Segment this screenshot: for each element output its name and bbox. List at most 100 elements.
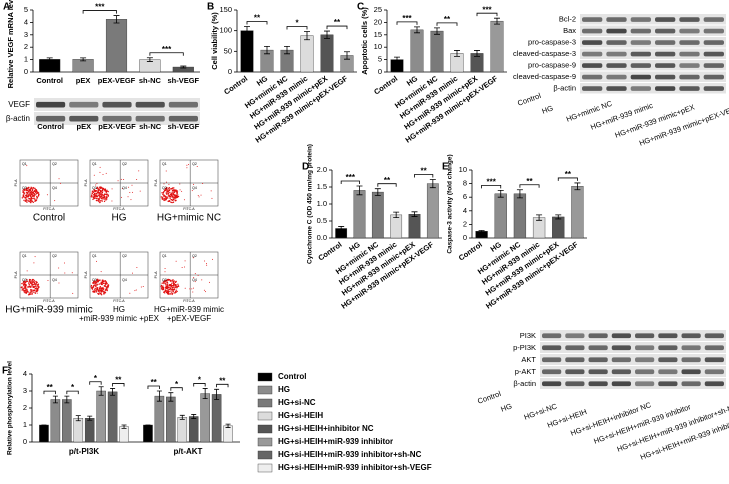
blot-strip [580,37,726,48]
flow-caption: Control [33,213,65,224]
blot-band [635,345,655,351]
flow-dot [95,285,97,288]
flow-dot [162,287,165,290]
blot-band [135,115,165,122]
error-bar [121,424,127,429]
quadrant-label: Q1 [22,254,27,258]
significance-label: * [71,383,75,392]
flow-dot [33,289,36,292]
significance-bracket [147,385,160,389]
error-bar [180,65,187,69]
flow-dot [173,194,175,197]
blot-band [679,74,700,80]
flow-dot [25,200,27,202]
flow-dot [105,172,107,174]
y-tick-label: 10 [459,165,467,174]
blot-row-label: β-actin [553,84,576,93]
flow-dot [173,292,175,294]
flow-dot [101,193,104,196]
blot-band [679,51,700,57]
significance-bracket [481,185,502,189]
blot-band [679,63,700,68]
flow-dot [129,292,131,294]
flow-dot [104,292,106,294]
flow-dot [170,284,172,286]
error-bar [356,185,363,196]
flow-dot [96,260,98,262]
blot-band [565,357,585,363]
quadrant-label: Q4 [192,278,197,282]
flow-dot [102,174,104,176]
flow-dot [93,193,96,196]
bar [408,213,421,239]
flow-dot [98,186,101,188]
flow-dot [36,290,39,292]
flow-dot [28,292,31,294]
flow-dot [174,197,176,200]
flow-dot [101,281,104,283]
blot-band [681,333,701,339]
error-bar [284,45,290,55]
flow-dot [30,194,32,196]
flow-dot [99,200,102,202]
y-tick-label: 10 [374,42,382,51]
flow-dot [25,198,28,200]
bar [320,34,334,73]
flow-dot [120,178,122,180]
flow-dot [93,189,96,192]
legend-swatch [257,398,273,408]
bar [96,390,106,443]
flow-dot [31,291,33,293]
flow-dot [165,197,168,200]
blot-band [655,63,676,68]
flow-dot [166,278,169,281]
flow-dot [33,196,35,198]
blot-band [635,381,655,387]
flow-dot [34,256,36,258]
flow-dot [166,196,168,198]
flow-dot [197,274,199,276]
flow-dot [21,288,24,290]
blot-band [565,345,585,351]
significance-bracket [112,383,125,387]
flow-dot [28,191,31,193]
flow-dot [175,281,177,283]
significance-label: ** [219,376,226,385]
blot-band [611,345,631,351]
flow-dot [96,195,98,197]
flow-dot [121,188,123,190]
quadrant-label: Q3 [22,278,27,282]
flow-dot [30,196,33,199]
flow-dot [31,195,34,197]
quadrant-label: Q2 [52,162,57,166]
quadrant-label: Q1 [22,162,27,166]
flow-dot [30,285,32,287]
error-bar [52,395,58,404]
blot-band [704,333,724,339]
blot-band [681,381,701,387]
flow-dot [175,260,177,262]
flow-dot [164,267,166,269]
flow-dot [164,189,166,191]
blot-band [704,357,724,363]
blot-band [679,86,700,91]
flow-dot [91,190,94,192]
flow-dot [204,291,206,293]
blot-band [658,333,678,339]
blot-band [135,101,165,108]
flow-dot [30,200,32,202]
flow-dot [25,194,27,197]
flow-dot [95,283,97,285]
flow-dot [100,282,102,285]
flow-dot [26,288,28,291]
flow-dot [164,195,166,198]
flow-dot [71,272,73,274]
flow-dot [22,281,25,283]
flow-dot [99,189,102,192]
flow-dot [212,258,214,260]
bar [552,216,565,239]
blot-strip [580,60,726,71]
blot-band [658,357,678,363]
flow-dot [31,189,34,192]
flow-dot [101,200,103,202]
